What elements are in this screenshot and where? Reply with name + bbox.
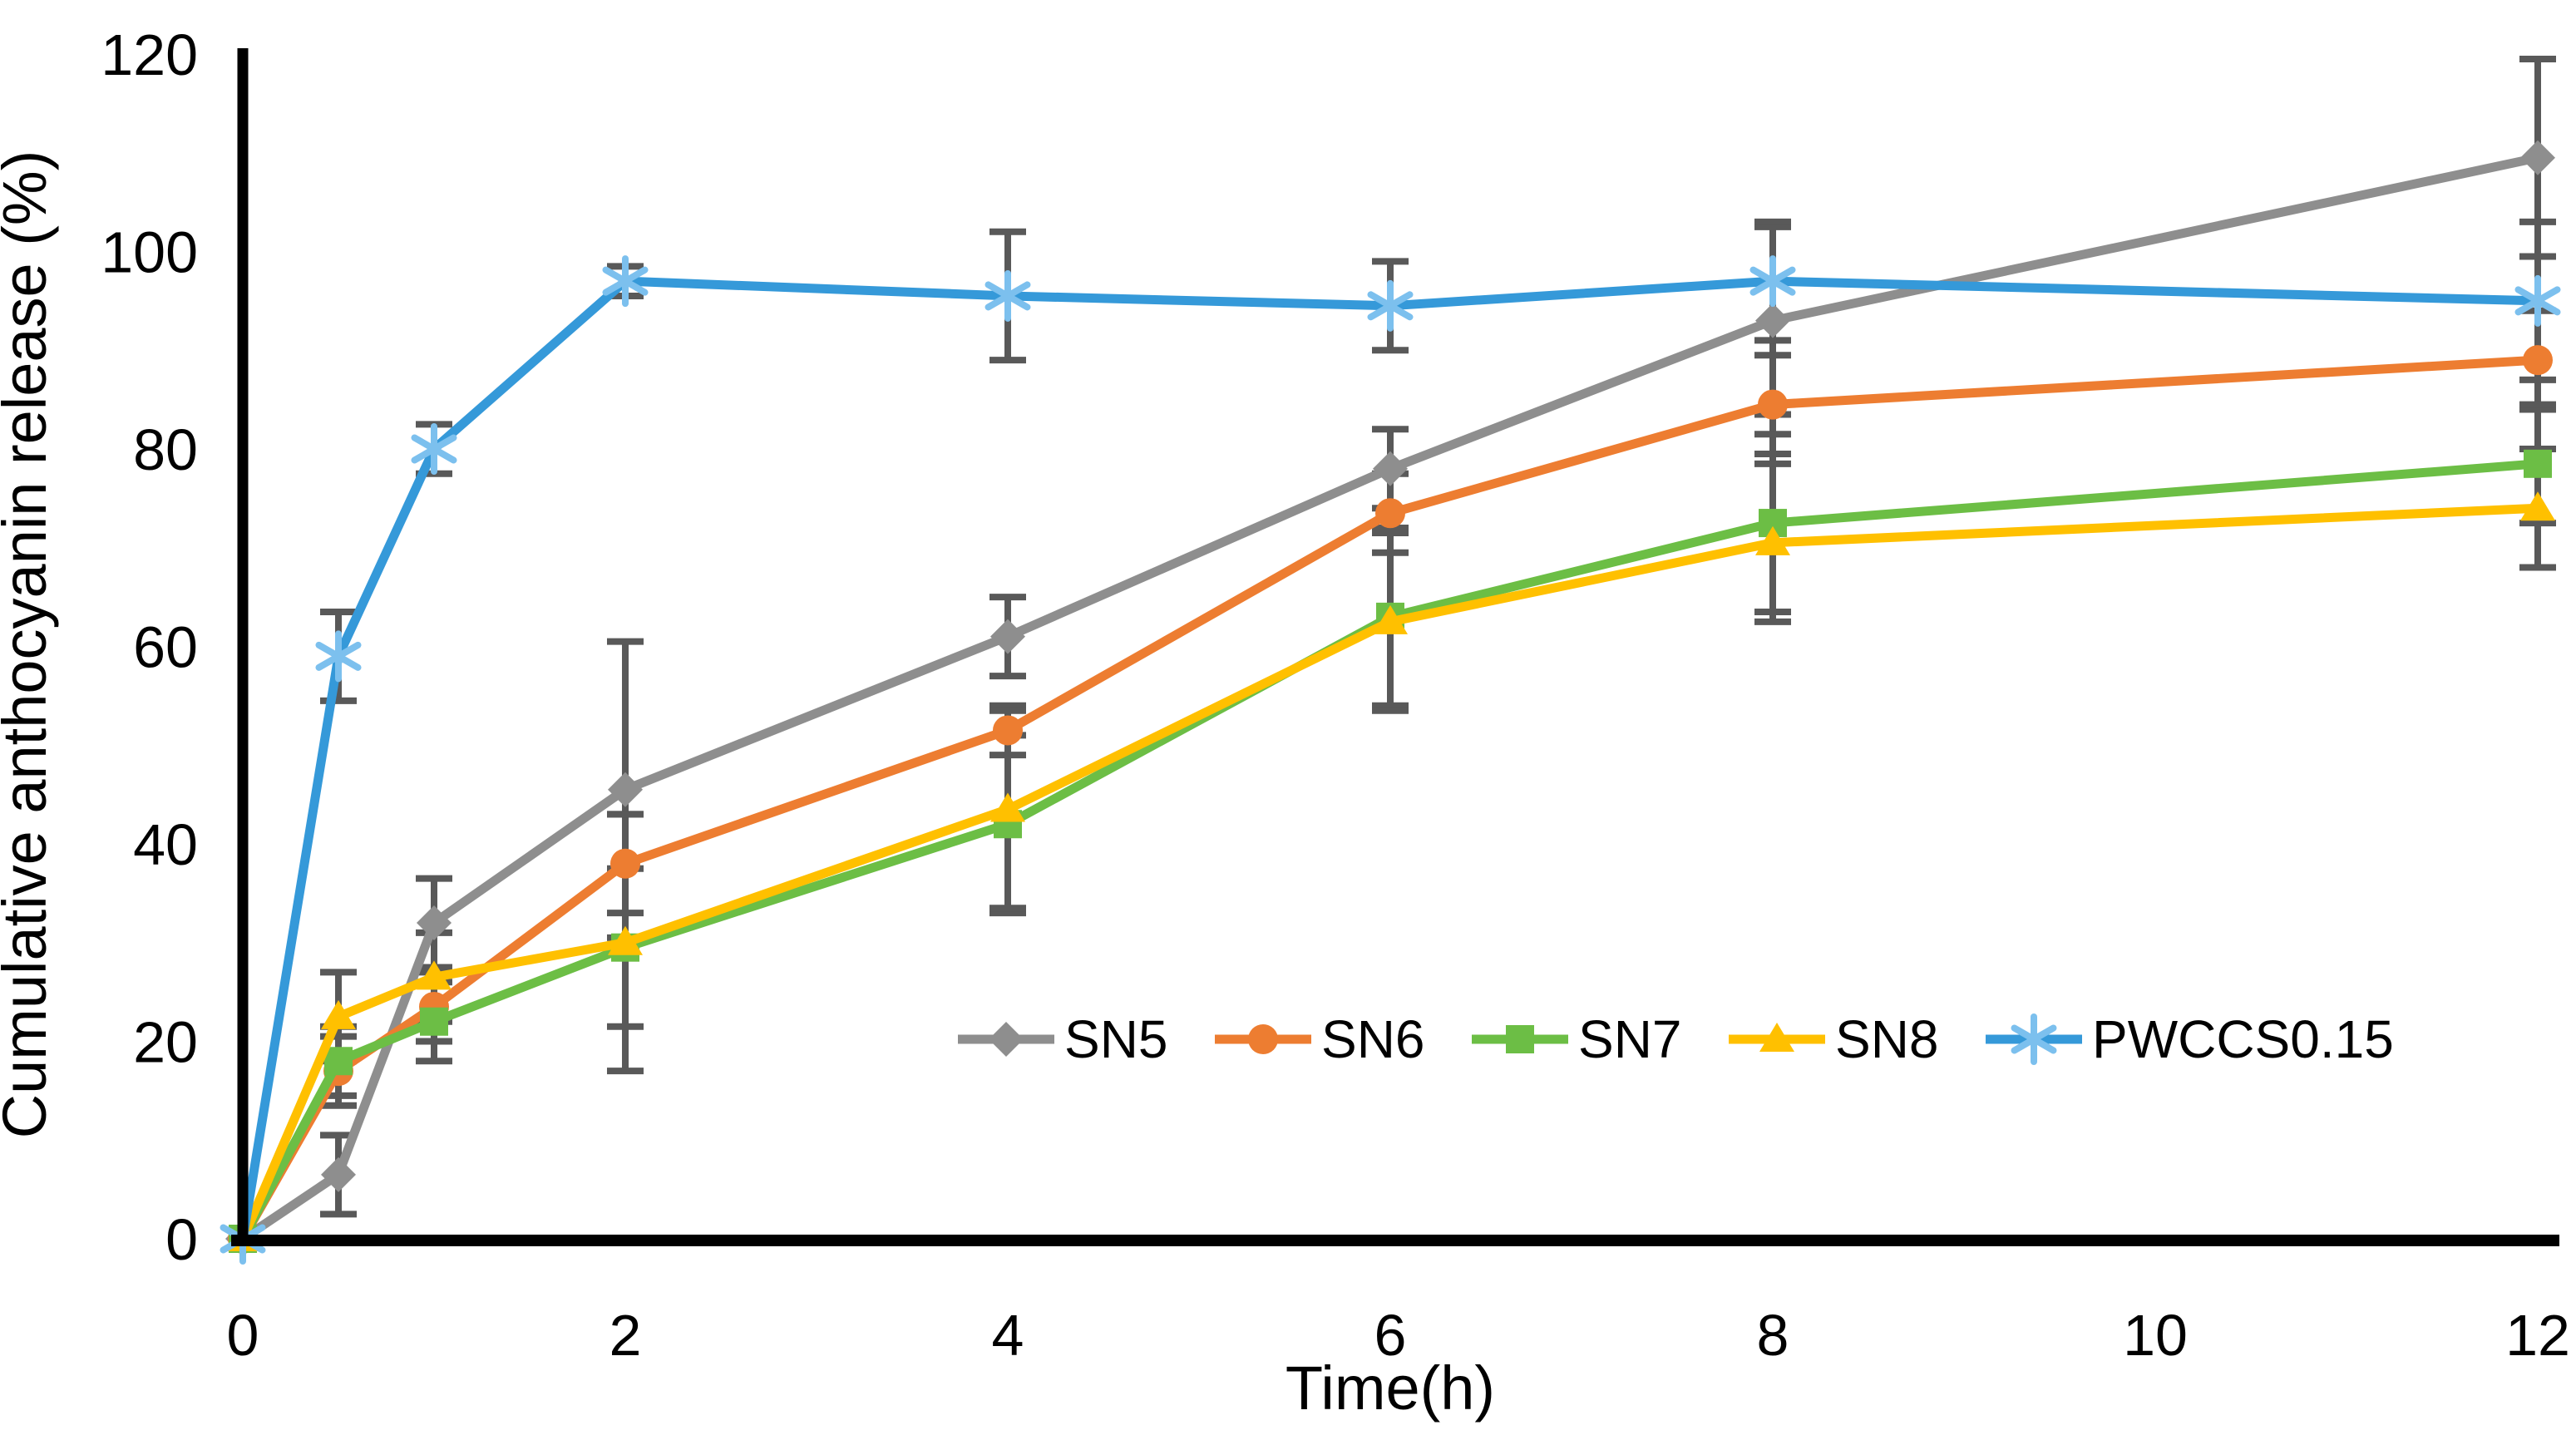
series-SN5-line [238,153,2543,1244]
series-SN8-triangle-marker [608,925,643,955]
series-SN7-square-marker [420,1007,448,1036]
series-PWCCS0.15-asterisk-marker [2514,286,2561,316]
y-tick-label: 80 [133,417,198,482]
series-SN6-circle-marker [610,848,640,879]
series-PWCCS0.15 [220,255,2561,1265]
series-SN6-circle-marker [1375,498,1405,529]
legend-label-SN6: SN6 [1321,1009,1425,1069]
series-PWCCS0.15-asterisk-marker [411,434,457,464]
series-SN8-triangle-marker [2520,491,2555,521]
axes-layer [231,48,2559,1246]
series-SN5-diamond-marker [990,619,1025,654]
series-SN5-diamond-marker [1755,303,1790,338]
series-SN5 [225,140,2555,1256]
series-SN5-diamond-marker [1373,451,1408,486]
series-PWCCS0.15-asterisk-marker [985,281,1031,311]
series-PWCCS0.15-line [238,276,2543,1244]
legend-SN7-square-marker [1506,1025,1534,1053]
legend-item-SN7: SN7 [1472,1009,1682,1069]
x-tick-label: 12 [2505,1303,2570,1368]
series-SN7-line [238,459,2543,1244]
legend-item-SN5: SN5 [958,1009,1168,1069]
y-axis-title: Cumulative anthocyanin release (%) [0,150,59,1139]
y-tick-label: 40 [133,812,198,877]
y-tick-label: 60 [133,615,198,680]
legend-SN6-circle-marker [1248,1024,1278,1054]
series-SN8-triangle-marker [1755,525,1790,555]
legend-item-PWCCS0.15: PWCCS0.15 [1986,1009,2394,1069]
series-SN6-circle-marker [993,715,1023,746]
legend-label-SN8: SN8 [1835,1009,1939,1069]
legend-item-SN8: SN8 [1729,1009,1939,1069]
legend-label-PWCCS0.15: PWCCS0.15 [2092,1009,2394,1069]
tick-labels-layer: 0 20 40 60 80 100 120 0 2 4 6 8 10 12 [101,22,2570,1368]
legend: SN5 SN6 SN7 SN8 PWCCS0.15 [958,1009,2394,1069]
x-tick-label: 0 [227,1303,259,1368]
series-SN8 [225,491,2555,1251]
y-tick-label: 100 [101,220,198,285]
legend-label-SN7: SN7 [1578,1009,1682,1069]
series-SN7-square-marker [324,1047,353,1076]
series-layer [220,140,2561,1265]
x-tick-label: 4 [992,1303,1024,1368]
legend-label-SN5: SN5 [1064,1009,1168,1069]
series-SN5-diamond-marker [608,772,643,807]
series-SN8-triangle-marker [321,999,356,1029]
x-axis-title: Time(h) [1286,1354,1495,1423]
y-tick-label: 0 [165,1207,198,1272]
y-tick-label: 20 [133,1010,198,1075]
series-SN8-triangle-marker [417,960,452,990]
series-SN8-triangle-marker [990,792,1025,822]
series-SN5-diamond-marker [2520,140,2555,175]
x-tick-label: 10 [2123,1303,2188,1368]
legend-PWCCS0.15-asterisk-marker [2011,1024,2057,1054]
error-bars-SN6 [320,307,2556,1109]
legend-SN5-diamond-marker [989,1022,1024,1057]
x-tick-label: 6 [1374,1303,1407,1368]
series-SN6-circle-marker [2523,345,2553,376]
series-SN7-square-marker [2524,449,2552,478]
series-SN6-line [238,355,2543,1244]
x-tick-label: 8 [1757,1303,1789,1368]
series-PWCCS0.15-asterisk-marker [602,266,649,296]
legend-SN8-triangle-marker [1759,1023,1794,1052]
series-PWCCS0.15-asterisk-marker [315,641,362,671]
series-SN5-diamond-marker [321,1156,356,1192]
series-SN8-triangle-marker [1373,604,1408,634]
series-PWCCS0.15-asterisk-marker [1367,291,1414,321]
error-bars-SN7 [320,401,2556,1099]
error-bars-SN8 [320,446,2556,1075]
x-tick-label: 2 [609,1303,642,1368]
series-SN5-diamond-marker [417,905,452,940]
series-PWCCS0.15-asterisk-marker [1749,266,1796,296]
series-SN7 [229,449,2552,1253]
series-SN8-line [238,503,2543,1244]
legend-item-SN6: SN6 [1215,1009,1425,1069]
series-SN6-circle-marker [1758,389,1788,420]
y-tick-label: 120 [101,22,198,87]
